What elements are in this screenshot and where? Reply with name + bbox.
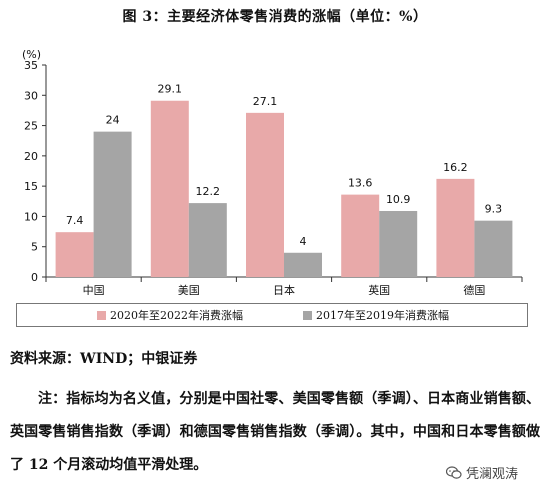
x-tick-label: 英国 <box>368 283 390 295</box>
legend-swatch <box>97 310 106 320</box>
bar <box>55 232 94 277</box>
data-label: 29.1 <box>158 83 183 96</box>
legend-item-series-2: 2017年至2019年消费涨幅 <box>303 307 449 323</box>
x-tick-label: 日本 <box>273 283 295 295</box>
data-label: 27.1 <box>253 95 278 108</box>
y-tick-label: 5 <box>31 241 38 254</box>
data-label: 7.4 <box>66 214 84 227</box>
y-axis: (%) 0 5 10 15 20 25 30 35 <box>22 48 47 284</box>
x-axis: 中国 美国 日本 英国 德国 <box>45 276 523 295</box>
bar <box>436 178 475 277</box>
wechat-icon <box>446 465 462 479</box>
data-label: 24 <box>106 114 120 127</box>
bar <box>341 194 380 277</box>
y-tick-label: 20 <box>24 150 38 163</box>
x-tick-label: 德国 <box>463 283 485 295</box>
data-label: 10.9 <box>386 193 411 206</box>
chart-title: 图 3：主要经济体零售消费的涨幅（单位：%） <box>122 9 428 25</box>
bar <box>150 100 189 277</box>
bars <box>55 100 513 277</box>
y-tick-label: 15 <box>24 180 38 193</box>
legend-item-series-1: 2020年至2022年消费涨幅 <box>97 307 243 323</box>
data-label: 13.6 <box>348 177 373 190</box>
x-tick-label: 美国 <box>178 284 200 295</box>
data-label: 4 <box>300 235 307 248</box>
bar <box>474 220 513 277</box>
data-label: 16.2 <box>443 161 468 174</box>
data-labels: 7.4 24 29.1 12.2 27.1 4 13.6 10.9 16.2 9.3 <box>66 83 502 248</box>
y-tick-label: 35 <box>24 59 38 72</box>
legend-label: 2017年至2019年消费涨幅 <box>316 309 449 322</box>
y-unit-label: (%) <box>22 48 41 61</box>
source-text: 资料来源：WIND；中银证券 <box>10 351 198 367</box>
data-label: 9.3 <box>485 203 503 216</box>
y-tick-label: 0 <box>31 271 38 284</box>
note-text: 注：指标均为名义值，分别是中国社零、美国零售额（季调）、日本商业销售额、英国零售… <box>10 391 540 473</box>
legend: 2020年至2022年消费涨幅 2017年至2019年消费涨幅 <box>16 303 528 327</box>
y-tick-label: 10 <box>24 210 38 223</box>
bar <box>246 112 284 277</box>
bar <box>379 210 418 277</box>
bar <box>284 252 322 277</box>
watermark: 凭澜观涛 <box>446 463 518 482</box>
bar-chart: (%) 0 5 10 15 20 25 30 35 中国 美国 日本 英国 德国 7.4 24 29.1 12… <box>22 48 523 295</box>
watermark-label: 凭澜观涛 <box>466 467 519 482</box>
legend-swatch <box>303 310 312 320</box>
legend-label: 2020年至2022年消费涨幅 <box>110 309 243 322</box>
x-tick-label: 中国 <box>83 284 105 295</box>
bar <box>93 131 132 277</box>
bar <box>188 203 227 277</box>
y-tick-label: 30 <box>24 89 38 102</box>
data-label: 12.2 <box>196 185 221 198</box>
y-tick-label: 25 <box>24 120 38 133</box>
